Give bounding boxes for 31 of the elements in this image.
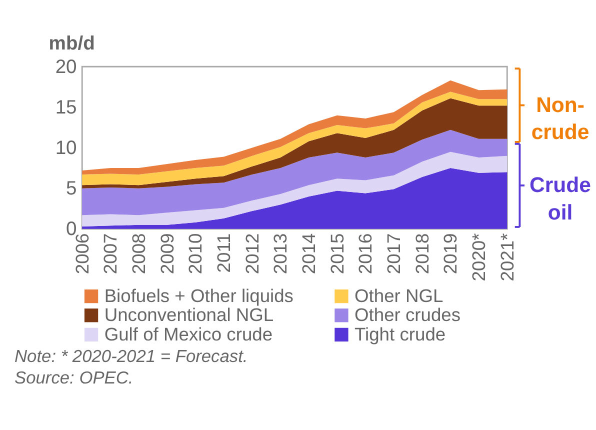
y-tick-label: 0: [66, 219, 77, 240]
legend-label: Biofuels + Other liquids: [104, 285, 294, 306]
legend-label: Tight crude: [354, 323, 446, 344]
x-tick-label: 2008: [128, 233, 150, 274]
x-tick-label: 2020*: [468, 233, 490, 282]
x-tick-label: 2013: [270, 233, 291, 274]
x-tick-label: 2015: [326, 233, 348, 274]
x-tick-label: 2009: [156, 233, 178, 274]
legend-label: Gulf of Mexico crude: [104, 323, 273, 344]
y-tick-label: 20: [55, 56, 77, 78]
y-tick-label: 10: [55, 138, 77, 160]
x-tick-label: 2019: [440, 233, 461, 274]
y-tick-label: 5: [66, 178, 77, 200]
y-axis-title: mb/d: [48, 34, 95, 55]
x-tick-label: 2012: [241, 233, 262, 274]
text: Note: * 2020-2021 = Forecast.: [14, 346, 248, 366]
x-tick-label: 2018: [411, 233, 432, 274]
legend-label: Other NGL: [354, 285, 444, 306]
legend-label: Unconventional NGL: [104, 304, 274, 326]
x-tick-label: 2010: [184, 233, 206, 274]
x-tick-label: 2011: [213, 233, 234, 273]
text: Non-crude: [531, 93, 590, 144]
x-tick-label: 2017: [383, 233, 404, 274]
x-tick-label: 2007: [100, 233, 121, 274]
legend-label: Other crudes: [354, 304, 461, 326]
x-tick-label: 2021*: [496, 233, 518, 282]
y-tick-label: 15: [55, 97, 77, 118]
source-note: Source: OPEC.: [14, 367, 134, 388]
x-tick-label: 2016: [354, 233, 376, 274]
x-tick-label: 2014: [298, 233, 320, 274]
text: Crude oil: [530, 173, 592, 224]
